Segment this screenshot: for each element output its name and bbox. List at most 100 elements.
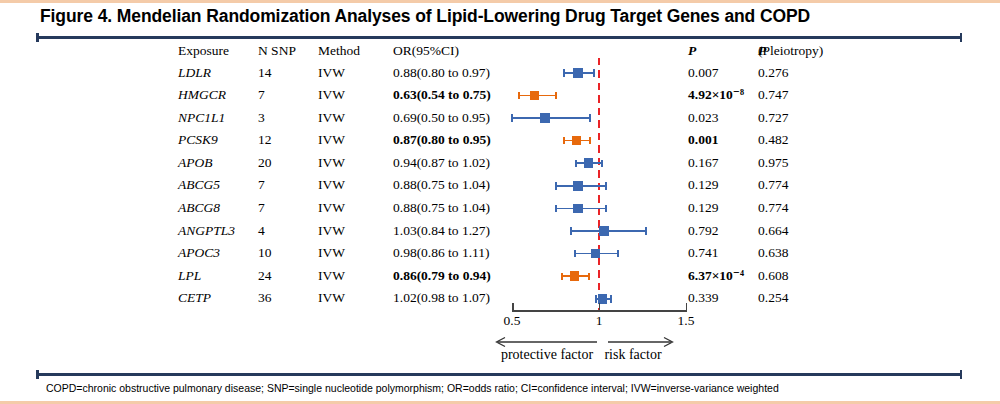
p-pleiotropy-value: 0.975 xyxy=(758,152,788,175)
ci-cap-low xyxy=(570,227,572,235)
p-pleiotropy-value: 0.774 xyxy=(758,197,788,220)
or-ci-value: 0.88(0.75 to 1.04) xyxy=(393,197,490,220)
x-axis-label-1_5: 1.5 xyxy=(666,313,706,329)
risk-factor-label: risk factor xyxy=(583,347,683,363)
ci-cap-high xyxy=(589,137,591,145)
forest-row: CETP 36 IVW 1.02(0.98 to 1.07) 0.339 0.2… xyxy=(0,287,1000,310)
method-value: IVW xyxy=(318,220,345,243)
header-p-value: P xyxy=(688,40,696,62)
method-value: IVW xyxy=(318,287,345,310)
p-pleiotropy-value: 0.664 xyxy=(758,220,788,243)
forest-row: ABCG5 7 IVW 0.88(0.75 to 1.04) 0.129 0.7… xyxy=(0,174,1000,197)
p-value: 0.741 xyxy=(688,242,718,265)
p-pleiotropy-value: 0.638 xyxy=(758,242,788,265)
x-axis-tick-1_5 xyxy=(686,303,688,312)
p-value: 0.007 xyxy=(688,62,718,85)
ci-cap-low xyxy=(563,137,565,145)
ci-cap-low xyxy=(555,182,557,190)
exposure-gene-label: ABCG5 xyxy=(178,174,220,197)
or-point-marker xyxy=(540,113,550,123)
forest-row: LPL 24 IVW 0.86(0.79 to 0.94) 6.37×10⁻⁴ … xyxy=(0,265,1000,288)
ci-cap-low xyxy=(595,295,597,303)
ci-cap-low xyxy=(555,205,557,213)
forest-rows: LDLR 14 IVW 0.88(0.80 to 0.97) 0.007 0.2… xyxy=(0,62,1000,311)
or-ci-value: 1.02(0.98 to 1.07) xyxy=(393,287,490,310)
p-value: 0.001 xyxy=(688,129,718,152)
header-n-snp: N SNP xyxy=(258,40,296,62)
n-snp-value: 14 xyxy=(258,62,272,85)
p-value: 0.339 xyxy=(688,287,718,310)
n-snp-value: 20 xyxy=(258,152,272,175)
or-ci-value: 0.94(0.87 to 1.02) xyxy=(393,152,490,175)
method-value: IVW xyxy=(318,84,345,107)
top-rule-line xyxy=(36,36,962,39)
or-point-marker xyxy=(530,91,540,101)
forest-row: ABCG8 7 IVW 0.88(0.75 to 1.04) 0.129 0.7… xyxy=(0,197,1000,220)
p-value: 0.129 xyxy=(688,197,718,220)
n-snp-value: 7 xyxy=(258,197,265,220)
n-snp-value: 36 xyxy=(258,287,272,310)
p-value: 4.92×10⁻⁸ xyxy=(688,84,744,107)
ci-cap-low xyxy=(561,273,563,281)
n-snp-value: 12 xyxy=(258,129,272,152)
figure-container: Figure 4. Mendelian Randomization Analys… xyxy=(0,0,1000,404)
ci-cap-high xyxy=(605,205,607,213)
p-pleiotropy-value: 0.608 xyxy=(758,265,788,288)
method-value: IVW xyxy=(318,152,345,175)
p-value: 0.167 xyxy=(688,152,718,175)
exposure-gene-label: ANGPTL3 xyxy=(178,220,235,243)
or-ci-value: 1.03(0.84 to 1.27) xyxy=(393,220,490,243)
n-snp-value: 7 xyxy=(258,174,265,197)
exposure-gene-label: LDLR xyxy=(178,62,211,85)
figure-title: Figure 4. Mendelian Randomization Analys… xyxy=(40,6,970,27)
p-value: 0.129 xyxy=(688,174,718,197)
header-method: Method xyxy=(318,40,360,62)
or-ci-value: 0.88(0.75 to 1.04) xyxy=(393,174,490,197)
ci-cap-low xyxy=(575,160,577,168)
or-ci-value: 0.69(0.50 to 0.95) xyxy=(393,107,490,130)
n-snp-value: 4 xyxy=(258,220,265,243)
x-axis-label-0_5: 0.5 xyxy=(492,313,532,329)
forest-row: NPC1L1 3 IVW 0.69(0.50 to 0.95) 0.023 0.… xyxy=(0,107,1000,130)
method-value: IVW xyxy=(318,129,345,152)
exposure-gene-label: NPC1L1 xyxy=(178,107,225,130)
p-pleiotropy-value: 0.727 xyxy=(758,107,788,130)
p-pleiotropy-value: 0.774 xyxy=(758,174,788,197)
or-ci-value: 0.98(0.86 to 1.11) xyxy=(393,242,490,265)
n-snp-value: 3 xyxy=(258,107,265,130)
forest-row: PCSK9 12 IVW 0.87(0.80 to 0.95) 0.001 0.… xyxy=(0,129,1000,152)
forest-row: ANGPTL3 4 IVW 1.03(0.84 to 1.27) 0.792 0… xyxy=(0,220,1000,243)
abbreviations-footnote: COPD=chronic obstructive pulmonary disea… xyxy=(46,382,986,394)
exposure-gene-label: CETP xyxy=(178,287,211,310)
p-pleiotropy-value: 0.276 xyxy=(758,62,788,85)
ci-whisker xyxy=(512,117,590,119)
ci-cap-low xyxy=(511,114,513,122)
method-value: IVW xyxy=(318,62,345,85)
or-ci-value: 0.63(0.54 to 0.75) xyxy=(393,84,491,107)
n-snp-value: 7 xyxy=(258,84,265,107)
p-value: 0.792 xyxy=(688,220,718,243)
method-value: IVW xyxy=(318,265,345,288)
n-snp-value: 24 xyxy=(258,265,272,288)
ci-cap-high xyxy=(601,160,603,168)
header-p-pleiotropy-suffix: (Pleiotropy) xyxy=(758,40,823,62)
forest-row: LDLR 14 IVW 0.88(0.80 to 0.97) 0.007 0.2… xyxy=(0,62,1000,85)
exposure-gene-label: PCSK9 xyxy=(178,129,218,152)
exposure-gene-label: ABCG8 xyxy=(178,197,220,220)
forest-row: HMGCR 7 IVW 0.63(0.54 to 0.75) 4.92×10⁻⁸… xyxy=(0,84,1000,107)
forest-row: APOC3 10 IVW 0.98(0.86 to 1.11) 0.741 0.… xyxy=(0,242,1000,265)
forest-row: APOB 20 IVW 0.94(0.87 to 1.02) 0.167 0.9… xyxy=(0,152,1000,175)
ci-cap-high xyxy=(645,227,647,235)
n-snp-value: 10 xyxy=(258,242,272,265)
ci-cap-high xyxy=(588,273,590,281)
x-axis-tick-1 xyxy=(599,303,601,312)
exposure-gene-label: APOB xyxy=(178,152,213,175)
or-ci-value: 0.86(0.79 to 0.94) xyxy=(393,265,491,288)
ci-cap-high xyxy=(617,250,619,258)
exposure-gene-label: APOC3 xyxy=(178,242,220,265)
exposure-gene-label: LPL xyxy=(178,265,201,288)
x-axis-tick-0_5 xyxy=(512,303,514,312)
ci-cap-high xyxy=(593,69,595,77)
ci-cap-high xyxy=(589,114,591,122)
p-pleiotropy-value: 0.747 xyxy=(758,84,788,107)
